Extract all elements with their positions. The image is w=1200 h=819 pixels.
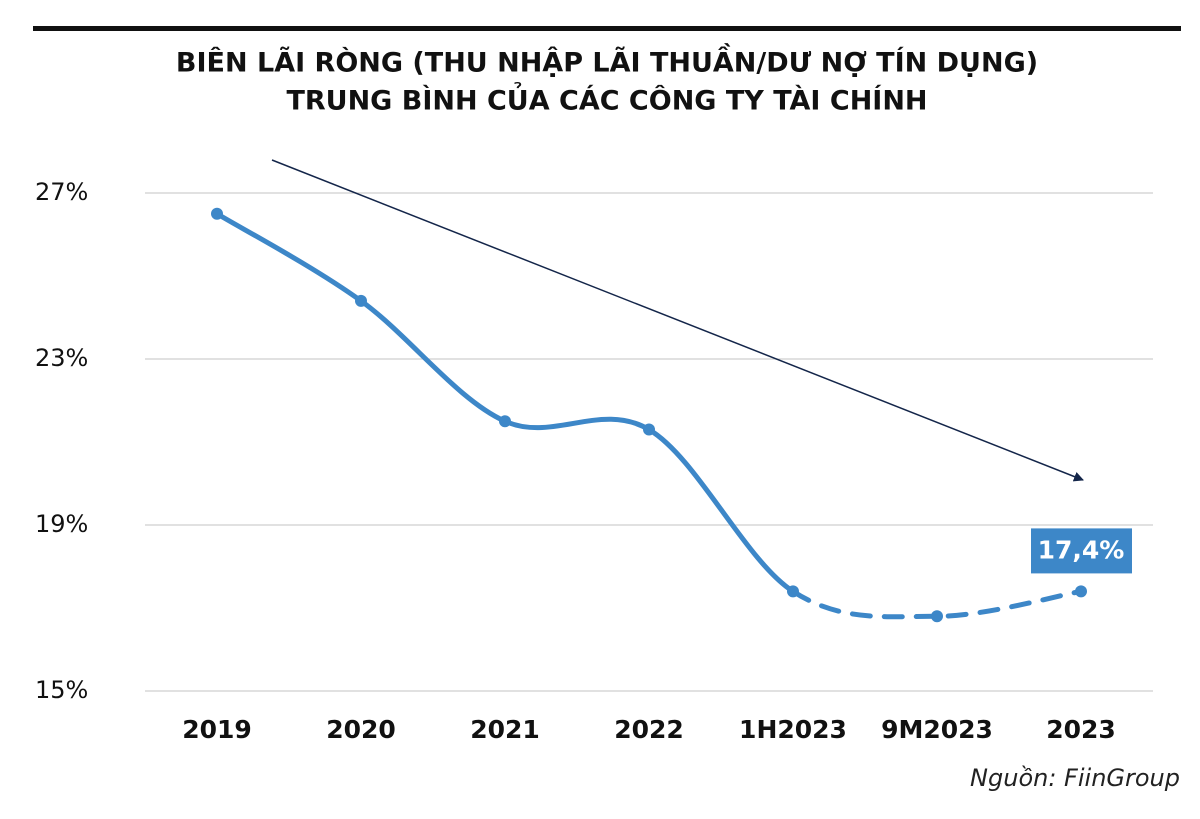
y-tick-label: 19% [35,510,88,538]
data-point [643,423,655,436]
data-label: 17,4% [1038,535,1125,564]
chart-title: BIÊN LÃI RÒNG (THU NHẬP LÃI THUẦN/DƯ NỢ … [176,44,1038,79]
top-rule [33,26,1181,31]
data-point [499,415,511,428]
data-point [355,294,367,307]
x-tick-label: 2021 [470,715,540,744]
source: Nguồn: FiinGroup [970,764,1180,792]
data-point [931,610,943,623]
x-tick-label: 2019 [182,715,252,744]
data-label-box [1031,528,1132,574]
series-line [214,211,796,594]
y-tick-label: 15% [35,676,88,704]
trend-arrow [271,159,1084,482]
data-point [1075,585,1087,598]
y-tick-label: 27% [35,178,88,206]
x-tick-label: 1H2023 [739,715,847,744]
x-tick-label: 2020 [326,715,396,744]
data-point [211,207,223,220]
data-point [787,585,799,598]
series-line-dashed [790,588,1084,620]
x-tick-label: 2023 [1046,715,1116,744]
y-tick-label: 23% [35,344,88,372]
x-tick-label: 9M2023 [881,715,993,744]
chart-subtitle: TRUNG BÌNH CỦA CÁC CÔNG TY TÀI CHÍNH [286,81,927,117]
plot: 17,4% [211,207,1132,623]
grid: 15% 19% 23% 27% 2019 2020 2021 2022 1H2023 9M2023… [35,178,1153,744]
x-tick-label: 2022 [614,715,684,744]
